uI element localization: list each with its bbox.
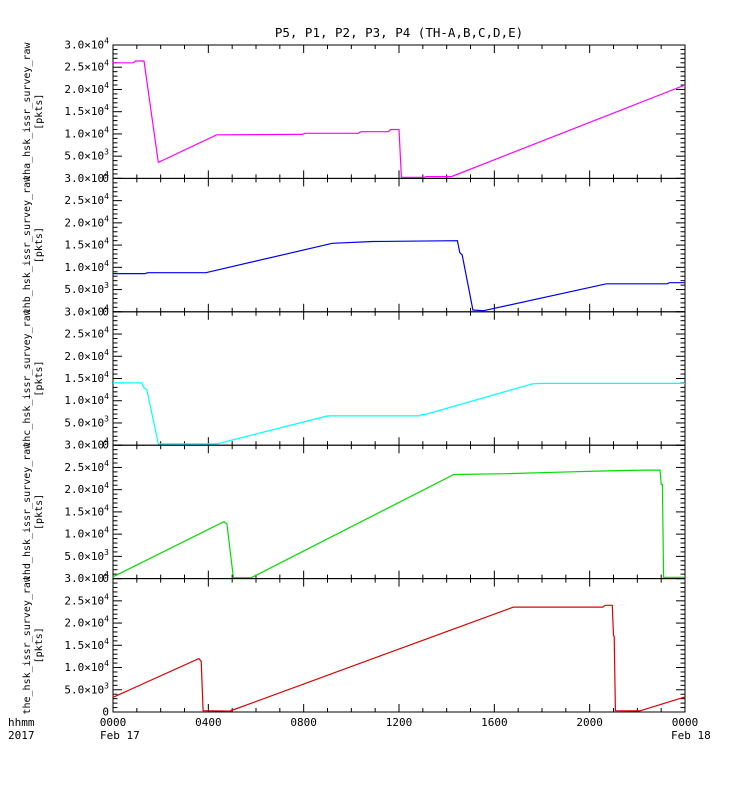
y-axis-title: the_hsk_issr_survey_raw bbox=[22, 575, 33, 714]
y-tick-label: 0 bbox=[102, 172, 109, 185]
y-axis-title: thb_hsk_issr_survey_raw bbox=[22, 175, 33, 314]
y-axis-units: [pkts] bbox=[34, 494, 45, 530]
y-tick-label: 1.5×104 bbox=[64, 637, 109, 652]
panel-thd_hsk_issr_survey_raw: 0 5.0×103 1.0×104 1.5×104 2.0×104 2.5×104 3.0×… bbox=[22, 437, 686, 585]
y-tick-label: 3.0×104 bbox=[64, 570, 109, 585]
panel-frame bbox=[112, 44, 686, 179]
y-tick-label: 3.0×104 bbox=[64, 303, 109, 318]
panel-thc_hsk_issr_survey_raw: 0 5.0×103 1.0×104 1.5×104 2.0×104 2.5×104 3.0×… bbox=[22, 303, 686, 452]
y-tick-label: 5.0×103 bbox=[64, 148, 109, 163]
y-tick-label: 3.0×104 bbox=[64, 437, 109, 452]
start-date-label: Feb 17 bbox=[100, 729, 140, 742]
y-tick-label: 0 bbox=[102, 572, 109, 585]
y-tick-label: 1.5×104 bbox=[64, 103, 109, 118]
series-line-P5 bbox=[113, 60, 686, 178]
x-axis-year-label: 2017 bbox=[8, 729, 35, 742]
y-tick-label: 2.0×104 bbox=[64, 348, 109, 363]
y-axis-title: thd_hsk_issr_survey_raw bbox=[22, 442, 33, 581]
y-tick-label: 1.5×104 bbox=[64, 237, 109, 252]
y-tick-label: 5.0×103 bbox=[64, 548, 109, 563]
x-tick-label: 0400 bbox=[195, 716, 222, 729]
y-tick-label: 1.0×104 bbox=[64, 392, 109, 407]
x-tick-label: 0000 bbox=[100, 716, 127, 729]
y-tick-label: 5.0×103 bbox=[64, 281, 109, 296]
y-tick-label: 1.5×104 bbox=[64, 370, 109, 385]
panel-frame bbox=[112, 578, 686, 713]
y-tick-label: 2.0×104 bbox=[64, 481, 109, 496]
y-axis-units: [pkts] bbox=[34, 360, 45, 396]
y-tick-label: 1.0×104 bbox=[64, 659, 109, 674]
end-date-label: Feb 18 bbox=[671, 729, 711, 742]
panel-thb_hsk_issr_survey_raw: 0 5.0×103 1.0×104 1.5×104 2.0×104 2.5×104 3.0×… bbox=[22, 170, 686, 318]
y-tick-label: 2.0×104 bbox=[64, 81, 109, 96]
y-tick-label: 2.0×104 bbox=[64, 214, 109, 229]
y-tick-label: 0 bbox=[102, 706, 109, 719]
y-tick-label: 1.0×104 bbox=[64, 125, 109, 140]
series-line-P2 bbox=[113, 382, 685, 445]
y-axis-title: thc_hsk_issr_survey_raw bbox=[22, 308, 33, 447]
x-tick-label: 0000 bbox=[672, 716, 699, 729]
y-tick-label: 2.5×104 bbox=[64, 326, 109, 341]
panel-frame bbox=[112, 444, 686, 580]
y-tick-label: 2.5×104 bbox=[64, 592, 109, 607]
y-axis-units: [pkts] bbox=[34, 94, 45, 130]
y-tick-label: 2.5×104 bbox=[64, 459, 109, 474]
y-tick-label: 1.5×104 bbox=[64, 503, 109, 518]
y-tick-label: 0 bbox=[102, 439, 109, 452]
y-tick-label: 5.0×103 bbox=[64, 681, 109, 696]
y-tick-label: 3.0×104 bbox=[64, 170, 109, 185]
panel-frame bbox=[112, 311, 686, 446]
y-axis-title: tha_hsk_issr_survey_raw bbox=[22, 41, 33, 180]
series-line-P4 bbox=[112, 604, 686, 712]
x-tick-label: 0800 bbox=[290, 716, 317, 729]
y-tick-label: 2.5×104 bbox=[64, 59, 109, 74]
y-tick-label: 3.0×104 bbox=[64, 37, 109, 52]
y-axis-units: [pkts] bbox=[34, 627, 45, 663]
y-tick-label: 1.0×104 bbox=[64, 526, 109, 541]
y-tick-label: 1.0×104 bbox=[64, 259, 109, 274]
panel-frame bbox=[112, 177, 686, 313]
y-tick-label: 2.0×104 bbox=[64, 615, 109, 630]
panel-the_hsk_issr_survey_raw: 0 5.0×103 1.0×104 1.5×104 2.0×104 2.5×104 3.0×… bbox=[22, 570, 686, 719]
panels-group: 0 5.0×103 1.0×104 1.5×104 2.0×104 2.5×104 3.0×… bbox=[22, 37, 686, 719]
y-axis-units: [pkts] bbox=[34, 227, 45, 263]
series-line-P1 bbox=[113, 240, 685, 312]
y-tick-label: 2.5×104 bbox=[64, 192, 109, 207]
x-axis-unit-label: hhmm bbox=[8, 716, 35, 729]
y-tick-label: 5.0×103 bbox=[64, 414, 109, 429]
series-line-P3 bbox=[112, 469, 685, 579]
x-tick-label: 2000 bbox=[576, 716, 603, 729]
x-tick-label: 1200 bbox=[386, 716, 413, 729]
y-tick-label: 0 bbox=[102, 305, 109, 318]
panel-tha_hsk_issr_survey_raw: 0 5.0×103 1.0×104 1.5×104 2.0×104 2.5×104 3.0×… bbox=[22, 37, 686, 185]
x-tick-label: 1600 bbox=[481, 716, 508, 729]
chart-title: P5, P1, P2, P3, P4 (TH-A,B,C,D,E) bbox=[275, 25, 523, 40]
